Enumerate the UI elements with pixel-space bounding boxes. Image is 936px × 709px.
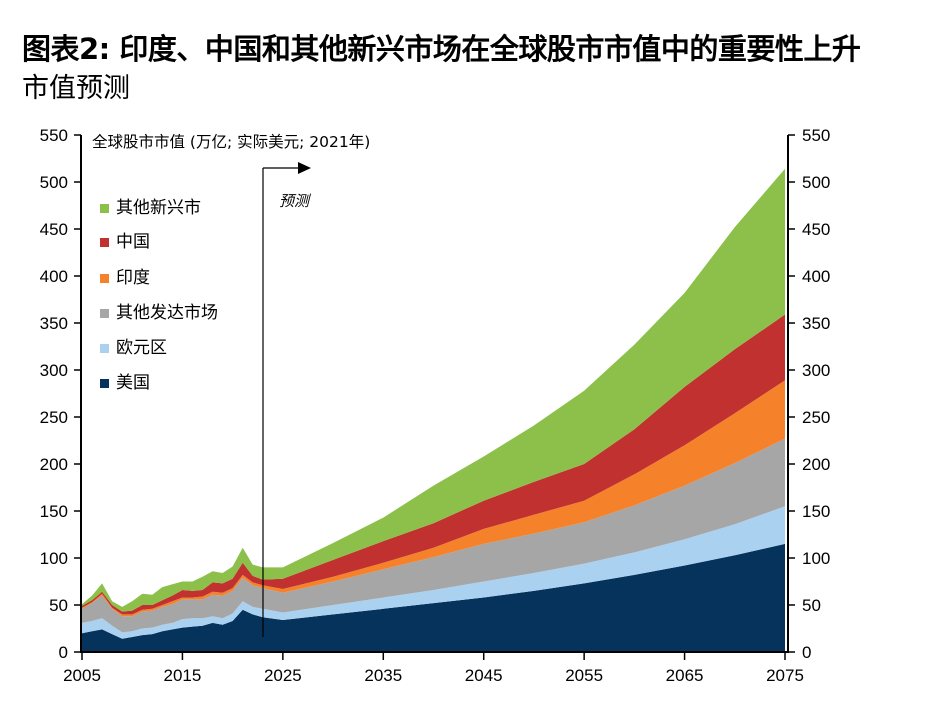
forecast-annotation: 预测 xyxy=(262,162,312,637)
area-series-2 xyxy=(82,438,785,633)
arrow-right-icon xyxy=(298,162,311,174)
area-series-3 xyxy=(82,380,785,617)
x-tick-label: 2065 xyxy=(666,666,704,685)
legend-swatch xyxy=(100,379,109,388)
y-tick-label-right: 450 xyxy=(802,220,830,239)
y-tick-label-right: 500 xyxy=(802,173,830,192)
legend-item: 美国 xyxy=(100,373,150,393)
legend-item: 欧元区 xyxy=(100,338,167,358)
y-tick-label-right: 300 xyxy=(802,361,830,380)
y-tick-label-right: 100 xyxy=(802,549,830,568)
forecast-label: 预测 xyxy=(279,192,312,210)
legend-swatch xyxy=(100,204,109,213)
legend-label: 美国 xyxy=(116,373,150,393)
legend-label: 印度 xyxy=(116,268,150,288)
x-tick-label: 2035 xyxy=(364,666,402,685)
axes-group: 0 0 50 50 100 100 150 150 200 200 250 250 300 300 350 3… xyxy=(40,126,831,685)
area-series-4 xyxy=(82,314,785,615)
y-tick-label-left: 100 xyxy=(40,549,68,568)
legend-item: 其他新兴市 xyxy=(100,198,201,218)
x-tick-label: 2045 xyxy=(465,666,503,685)
area-series-5 xyxy=(82,168,785,612)
x-tick-label: 2075 xyxy=(766,666,804,685)
legend-item: 其他发达市场 xyxy=(100,303,218,323)
legend-label: 其他新兴市 xyxy=(116,198,201,218)
legend-swatch xyxy=(100,344,109,353)
y-tick-label-left: 200 xyxy=(40,455,68,474)
legend-label: 欧元区 xyxy=(116,338,167,358)
area-series-group xyxy=(82,168,785,652)
y-tick-label-left: 500 xyxy=(40,173,68,192)
chart-title: 图表2: 印度、中国和其他新兴市场在全球股市市值中的重要性上升 xyxy=(22,32,861,66)
y-tick-label-right: 200 xyxy=(802,455,830,474)
y-tick-label-left: 300 xyxy=(40,361,68,380)
area-series-1 xyxy=(82,506,785,639)
legend-label: 中国 xyxy=(116,232,150,252)
legend-swatch xyxy=(100,274,109,283)
y-tick-label-left: 400 xyxy=(40,267,68,286)
y-tick-label-left: 550 xyxy=(40,126,68,145)
y-tick-label-left: 50 xyxy=(49,596,68,615)
legend-item: 中国 xyxy=(100,232,150,252)
legend-item: 印度 xyxy=(100,268,150,288)
legend-label: 其他发达市场 xyxy=(116,303,218,323)
x-tick-label: 2055 xyxy=(565,666,603,685)
y-tick-label-right: 0 xyxy=(802,643,811,662)
y-tick-label-right: 150 xyxy=(802,502,830,521)
y-tick-label-right: 400 xyxy=(802,267,830,286)
y-tick-label-right: 550 xyxy=(802,126,830,145)
area-series-0 xyxy=(82,543,785,652)
y-tick-label-left: 350 xyxy=(40,314,68,333)
unit-label: 全球股市市值 (万亿; 实际美元; 2021年) xyxy=(92,133,370,151)
x-tick-label: 2025 xyxy=(264,666,302,685)
x-tick-label: 2005 xyxy=(63,666,101,685)
legend-swatch xyxy=(100,238,109,247)
y-tick-label-right: 350 xyxy=(802,314,830,333)
y-tick-label-left: 0 xyxy=(59,643,68,662)
y-tick-label-right: 50 xyxy=(802,596,821,615)
y-tick-label-right: 250 xyxy=(802,408,830,427)
x-tick-label: 2015 xyxy=(164,666,202,685)
y-tick-label-left: 250 xyxy=(40,408,68,427)
y-tick-label-left: 150 xyxy=(40,502,68,521)
chart-subtitle: 市值预测 xyxy=(22,73,130,104)
legend-swatch xyxy=(100,309,109,318)
y-tick-label-left: 450 xyxy=(40,220,68,239)
